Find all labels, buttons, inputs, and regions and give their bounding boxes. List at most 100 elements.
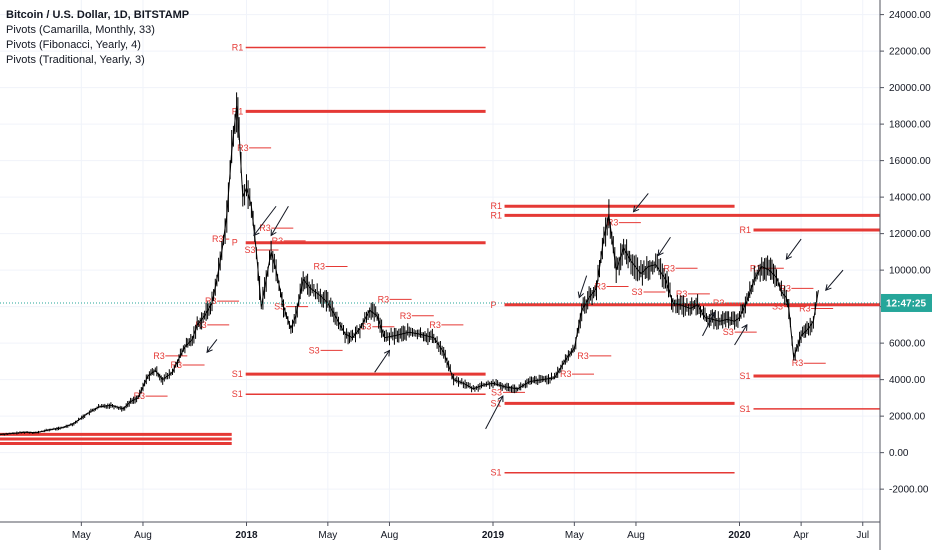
time-tick-label: Aug — [134, 530, 152, 541]
arrow-shaft — [253, 205, 277, 236]
small-pivot-label: S3 — [632, 287, 643, 297]
small-pivot-label: R3 — [676, 289, 688, 299]
price-tag-label: 12:47:25 — [886, 298, 926, 309]
price-tick-label: 14000.00 — [889, 193, 931, 204]
small-pivot-label: S3 — [274, 302, 285, 312]
annotation-arrows — [206, 193, 844, 430]
plot-area[interactable] — [0, 0, 880, 550]
arrow-shaft — [734, 324, 748, 346]
time-tick-label: 2018 — [235, 530, 258, 541]
pivot-label: R1 — [491, 210, 503, 220]
arrow-shaft — [825, 269, 844, 291]
time-tick-label: May — [565, 530, 584, 541]
time-tick-label: May — [318, 530, 337, 541]
time-tick-label: 2020 — [728, 530, 751, 541]
arrow-head — [741, 323, 748, 331]
arrow-shaft — [578, 275, 588, 298]
small-pivot-label: R3 — [713, 298, 725, 308]
arrow-shaft — [657, 236, 671, 256]
arrow-head — [383, 349, 391, 357]
small-pivot-label: R3 — [595, 282, 607, 292]
indicator-camarilla[interactable]: Pivots (Camarilla, Monthly, 33) — [6, 24, 155, 36]
price-tick-label: 4000.00 — [889, 375, 926, 386]
price-tick-label: 0.00 — [889, 448, 909, 459]
small-pivot-label: R3 — [314, 261, 326, 271]
pivot-label: S1 — [739, 404, 750, 414]
price-series — [0, 92, 819, 436]
price-tick-label: 12000.00 — [889, 229, 931, 240]
pivot-label: R3 — [212, 234, 224, 244]
price-close-line — [0, 105, 819, 435]
pivot-label: P — [232, 238, 238, 248]
small-pivot-label: R3 — [607, 218, 619, 228]
small-pivot-label: R3 — [153, 351, 165, 361]
pivot-label: S1 — [491, 468, 502, 478]
arrow-head — [206, 346, 213, 354]
price-tick-label: 24000.00 — [889, 10, 931, 21]
arrow-head — [270, 229, 277, 237]
pivot-label: R1 — [232, 42, 244, 52]
small-pivot-label: R3 — [429, 320, 441, 330]
arrow-head — [657, 249, 664, 257]
current-price-tag: 12:47:25 — [881, 293, 932, 312]
pivot-label: S1 — [232, 369, 243, 379]
arrow-head — [709, 311, 716, 319]
small-pivot-label: R3 — [237, 143, 249, 153]
price-tick-label: 2000.00 — [889, 412, 926, 423]
small-pivot-label: R3 — [792, 358, 804, 368]
small-pivot-label: R3 — [664, 263, 676, 273]
arrow-shaft — [485, 395, 504, 430]
price-tick-label: -2000.00 — [889, 485, 929, 496]
price-axis[interactable]: 24000.00 22000.00 20000.00 18000.00 16000.00… — [879, 0, 931, 550]
pivot-label: P — [491, 300, 497, 310]
pivot-label: R1 — [739, 225, 751, 235]
arrow-head — [785, 253, 792, 261]
arrow-shaft — [374, 350, 390, 373]
price-tick-label: 18000.00 — [889, 120, 931, 131]
arrow-head — [577, 291, 585, 299]
small-pivot-label: R3 — [400, 311, 412, 321]
arrow-head — [497, 395, 504, 403]
arrow-shaft — [270, 205, 289, 236]
small-pivot-label: R3 — [272, 236, 284, 246]
price-tick-label: 16000.00 — [889, 156, 931, 167]
small-pivot-label: R3 — [560, 369, 572, 379]
price-tag-bg — [881, 293, 932, 312]
price-tick-label: 6000.00 — [889, 339, 926, 350]
small-pivot-label: R3 — [205, 296, 217, 306]
time-axis[interactable]: May Aug 2018 May Aug 2019 May Aug 2020 Apr Jul — [0, 521, 880, 541]
arrow-head — [632, 205, 640, 213]
arrow-shaft — [702, 311, 716, 337]
pivot-label: R1 — [491, 201, 503, 211]
time-tick-label: 2019 — [482, 530, 505, 541]
arrow-shaft — [785, 238, 802, 260]
price-tick-label: 10000.00 — [889, 266, 931, 277]
symbol-title[interactable]: Bitcoin / U.S. Dollar, 1D, BITSTAMP — [6, 9, 190, 21]
small-pivot-label: S3 — [244, 245, 255, 255]
arrow-head — [253, 229, 260, 237]
time-tick-label: Aug — [627, 530, 645, 541]
pivot-label: S1 — [739, 371, 750, 381]
arrow-head — [825, 284, 832, 291]
price-tick-label: 20000.00 — [889, 83, 931, 94]
chart-legend: Bitcoin / U.S. Dollar, 1D, BITSTAMP Pivo… — [6, 8, 189, 68]
small-pivot-label: R3 — [750, 263, 762, 273]
indicator-traditional[interactable]: Pivots (Traditional, Yearly, 3) — [6, 54, 145, 66]
time-tick-label: Apr — [793, 530, 809, 541]
small-pivot-label: R3 — [799, 303, 811, 313]
small-pivot-label: R3 — [195, 320, 207, 330]
time-tick-label: Jul — [856, 530, 869, 541]
small-pivot-label: S3 — [360, 322, 371, 332]
time-tick-label: Aug — [381, 530, 399, 541]
small-pivot-label: R3 — [577, 351, 589, 361]
pivot-label: S1 — [491, 398, 502, 408]
small-pivot-label: R3 — [378, 294, 390, 304]
small-pivot-label: S3 — [723, 327, 734, 337]
small-pivot-label: S3 — [491, 387, 502, 397]
indicator-fibonacci[interactable]: Pivots (Fibonacci, Yearly, 4) — [6, 39, 141, 51]
pivot-label: S1 — [232, 389, 243, 399]
time-tick-label: May — [72, 530, 91, 541]
small-pivot-label: R3 — [259, 223, 271, 233]
small-pivot-label: S3 — [772, 302, 783, 312]
